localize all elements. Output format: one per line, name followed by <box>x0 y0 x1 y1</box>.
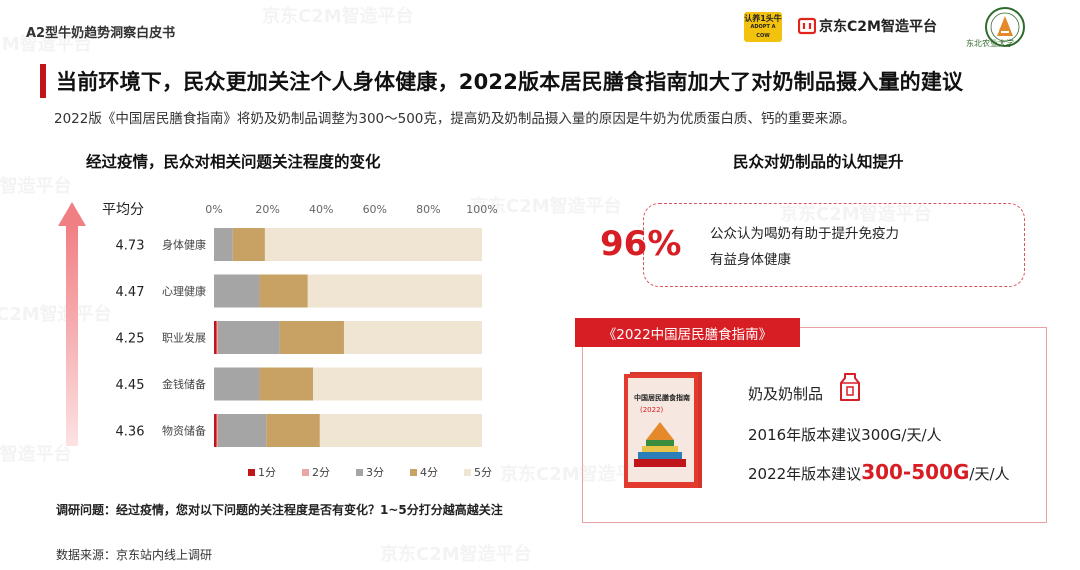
category-label: 职业发展 <box>162 331 206 345</box>
bar-segment <box>214 321 217 354</box>
perception-value: 96% <box>600 224 682 264</box>
guideline-label: 《2022中国居民膳食指南》 <box>575 318 800 347</box>
data-source: 数据来源：京东站内线上调研 <box>56 548 213 562</box>
bar-segment <box>259 367 314 401</box>
bar-segment <box>313 367 482 401</box>
x-tick-label: 40% <box>309 203 333 216</box>
bar-segment <box>214 414 217 447</box>
score-label: 4.73 <box>116 239 145 254</box>
book-year: (2022) <box>640 406 664 414</box>
score-label: 4.45 <box>116 378 145 393</box>
adopt-a-cow-logo: 认养1头牛 ADOPT A COW <box>744 12 782 42</box>
logo-1-subtext: ADOPT A COW <box>750 23 776 39</box>
rising-arrow-shaft <box>66 224 78 446</box>
bar-segment <box>259 274 308 308</box>
rec-2022-prefix: 2022年版本建议 <box>748 465 862 483</box>
legend-swatch <box>302 469 309 476</box>
legend-label: 5分 <box>474 466 492 479</box>
legend-label: 1分 <box>258 466 276 479</box>
bar-segment <box>319 414 482 447</box>
book-title: 中国居民膳食指南 <box>634 393 690 402</box>
x-tick-label: 20% <box>255 203 279 216</box>
recommendation-2022: 2022年版本建议300-500G/天/人 <box>748 460 1010 484</box>
legend-swatch <box>248 469 255 476</box>
jd-c2m-logo: 京东C2M智造平台 <box>798 16 937 36</box>
x-tick-label: 100% <box>466 203 497 216</box>
bar-segment <box>214 228 233 261</box>
university-logo-text: 东北农业大学 <box>966 39 1014 48</box>
legend-label: 2分 <box>312 466 330 479</box>
bar-segment <box>216 321 219 354</box>
jd-mark-icon <box>798 17 816 35</box>
perception-line-2: 有益身体健康 <box>710 252 791 268</box>
page-headline: 当前环境下，民众更加关注个人身体健康，2022版本居民膳食指南加大了对奶制品摄入… <box>56 70 964 94</box>
score-label: 4.47 <box>116 285 145 300</box>
bar-segment <box>343 321 482 354</box>
category-label: 金钱储备 <box>162 377 206 391</box>
x-tick-label: 0% <box>205 203 222 216</box>
legend-swatch <box>410 469 417 476</box>
perception-line-1: 公众认为喝奶有助于提升免疫力 <box>710 226 899 242</box>
bar-segment <box>216 414 219 447</box>
legend-label: 3分 <box>366 466 384 479</box>
watermark: 京东C2M智造平台 <box>380 540 532 566</box>
rec-2022-suffix: /天/人 <box>969 465 1010 483</box>
legend-label: 4分 <box>420 466 438 479</box>
guideline-frame <box>582 327 1047 523</box>
category-label: 身体健康 <box>162 238 206 252</box>
perception-callout <box>643 203 1025 287</box>
legend-swatch <box>464 469 471 476</box>
x-tick-label: 80% <box>416 203 440 216</box>
bar-segment <box>218 414 267 447</box>
score-label: 4.25 <box>116 332 145 347</box>
bar-segment <box>214 274 260 308</box>
recommendation-2016: 2016年版本建议300G/天/人 <box>748 426 942 444</box>
survey-question: 调研问题：经过疫情，您对以下问题的关注程度是否有变化？1~5分打分越高越关注 <box>56 503 503 517</box>
legend-swatch <box>356 469 363 476</box>
rec-2022-value: 300-500G <box>861 460 970 484</box>
logo-1-text: 认养1头牛 <box>744 13 782 23</box>
category-label: 物资储备 <box>162 424 206 438</box>
score-label: 4.36 <box>116 425 145 440</box>
watermark: 京东C2M智造平台 <box>262 2 414 28</box>
bar-segment <box>264 228 482 261</box>
perception-title: 民众对奶制品的认知提升 <box>733 153 904 171</box>
dairy-label: 奶及奶制品 <box>748 385 824 403</box>
chart-title: 经过疫情，民众对相关问题关注程度的变化 <box>86 153 381 171</box>
rising-arrow-head <box>58 202 86 226</box>
bar-segment <box>307 274 482 308</box>
guideline-book-icon: 中国居民膳食指南 (2022) <box>624 372 702 488</box>
stacked-bar-chart: 平均分 0% 20% 40% 60% 80% 100% 4.73 身体健康 4.47 心理健康 4.2… <box>58 202 498 479</box>
score-header: 平均分 <box>102 202 144 218</box>
bar-segment <box>232 228 265 261</box>
bar-segment <box>218 321 280 354</box>
category-label: 心理健康 <box>162 284 206 298</box>
university-seal-icon <box>985 7 1025 47</box>
x-tick-label: 60% <box>363 203 387 216</box>
perception-text: 公众认为喝奶有助于提升免疫力 有益身体健康 <box>710 221 970 273</box>
logo-2-text: 京东C2M智造平台 <box>819 19 937 35</box>
bar-segment <box>279 321 344 354</box>
bar-segment <box>266 414 320 447</box>
document-title: A2型牛奶趋势洞察白皮书 <box>26 26 176 41</box>
milk-carton-icon <box>840 373 860 401</box>
headline-accent-bar <box>40 64 46 98</box>
bar-segment <box>214 367 260 401</box>
page-subline: 2022版《中国居民膳食指南》将奶及奶制品调整为300～500克，提高奶及奶制品… <box>54 111 856 127</box>
